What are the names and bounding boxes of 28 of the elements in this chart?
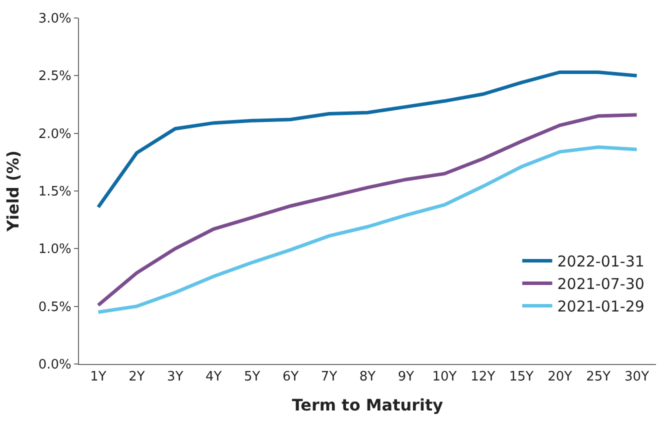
x-tick-label: 30Y [624,370,650,385]
y-axis-title: Yield (%) [3,150,22,233]
y-tick-label: 1.5% [38,184,72,200]
x-tick-label: 7Y [320,370,338,385]
y-tick-label: 2.0% [38,126,72,142]
x-tick-label: 20Y [548,370,572,385]
x-tick-label: 1Y [90,370,106,385]
x-tick-label: 9Y [398,370,414,385]
line-series [96,70,639,209]
y-tick-label: 0.0% [38,358,72,373]
y-tick-label: 0.5% [38,300,72,315]
y-tick-label: 1.0% [38,242,72,258]
x-axis-title: Term to Maturity [292,395,444,414]
x-tick-label: 25Y [586,370,611,385]
legend-label: 2021-01-29 [557,298,644,316]
x-tick-label: 4Y [206,370,222,385]
legend-label: 2022-01-31 [557,252,644,271]
x-tick-label: 3Y [167,370,184,385]
legend-label: 2021-07-30 [557,275,644,294]
x-tick-label: 12Y [470,370,496,385]
y-tick-label: 3.0% [38,12,72,27]
x-tick-label: 10Y [432,370,457,385]
x-tick-label: 6Y [282,370,299,385]
x-tick-label: 2Y [128,370,145,385]
x-tick-label: 8Y [359,370,376,385]
x-tick-label: 15Y [509,370,534,385]
y-tick-label: 2.5% [38,69,72,84]
x-tick-label: 5Y [244,370,260,385]
